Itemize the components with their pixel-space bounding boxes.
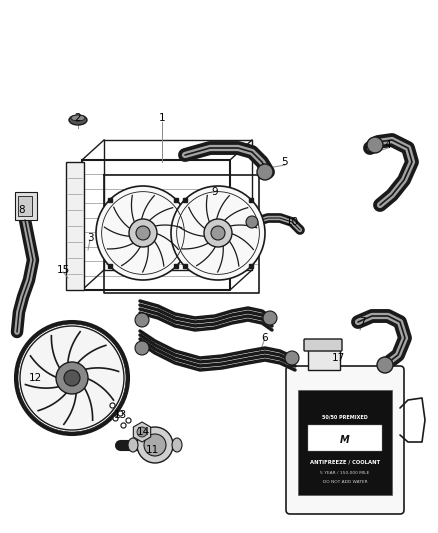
Circle shape <box>171 186 265 280</box>
Circle shape <box>20 326 124 430</box>
Text: 4: 4 <box>385 140 391 150</box>
Text: 13: 13 <box>113 410 127 420</box>
Text: 6: 6 <box>261 333 268 343</box>
Bar <box>66 162 84 290</box>
Circle shape <box>263 311 277 325</box>
Text: ANTIFREEZE / COOLANT: ANTIFREEZE / COOLANT <box>310 459 380 464</box>
Circle shape <box>64 370 80 386</box>
Text: 14: 14 <box>136 427 150 437</box>
Circle shape <box>136 226 150 240</box>
Circle shape <box>137 427 147 437</box>
Circle shape <box>367 137 383 153</box>
Text: DO NOT ADD WATER: DO NOT ADD WATER <box>323 480 367 484</box>
Circle shape <box>144 434 166 456</box>
Text: 1: 1 <box>159 113 165 123</box>
Bar <box>15 192 37 220</box>
Circle shape <box>135 341 149 355</box>
Circle shape <box>377 357 393 373</box>
Text: 3: 3 <box>87 233 93 243</box>
Text: 2: 2 <box>75 113 81 123</box>
Bar <box>18 196 32 216</box>
Text: M: M <box>340 435 350 445</box>
Circle shape <box>18 324 126 432</box>
Circle shape <box>56 362 88 394</box>
Text: 11: 11 <box>145 445 159 455</box>
Bar <box>308 348 340 370</box>
Text: 15: 15 <box>57 265 70 275</box>
Text: 12: 12 <box>28 373 42 383</box>
Text: 8: 8 <box>19 205 25 215</box>
Text: 17: 17 <box>332 353 345 363</box>
Circle shape <box>257 164 273 180</box>
Circle shape <box>129 219 157 247</box>
Circle shape <box>204 219 232 247</box>
Circle shape <box>211 226 225 240</box>
Circle shape <box>285 351 299 365</box>
Ellipse shape <box>71 115 85 121</box>
Text: 10: 10 <box>286 217 299 227</box>
Text: 5: 5 <box>282 157 288 167</box>
Circle shape <box>15 321 129 435</box>
Ellipse shape <box>172 438 182 452</box>
Text: 7: 7 <box>359 317 365 327</box>
Text: 9: 9 <box>212 187 218 197</box>
Bar <box>308 425 382 451</box>
Circle shape <box>96 186 190 280</box>
Text: 50/50 PREMIXED: 50/50 PREMIXED <box>322 415 368 419</box>
Text: 5 YEAR / 150,000 MILE: 5 YEAR / 150,000 MILE <box>320 471 370 475</box>
Circle shape <box>137 427 173 463</box>
FancyBboxPatch shape <box>286 366 404 514</box>
Ellipse shape <box>128 438 138 452</box>
Circle shape <box>246 216 258 228</box>
Ellipse shape <box>69 115 87 125</box>
FancyBboxPatch shape <box>304 339 342 351</box>
Bar <box>298 390 392 495</box>
Circle shape <box>135 313 149 327</box>
